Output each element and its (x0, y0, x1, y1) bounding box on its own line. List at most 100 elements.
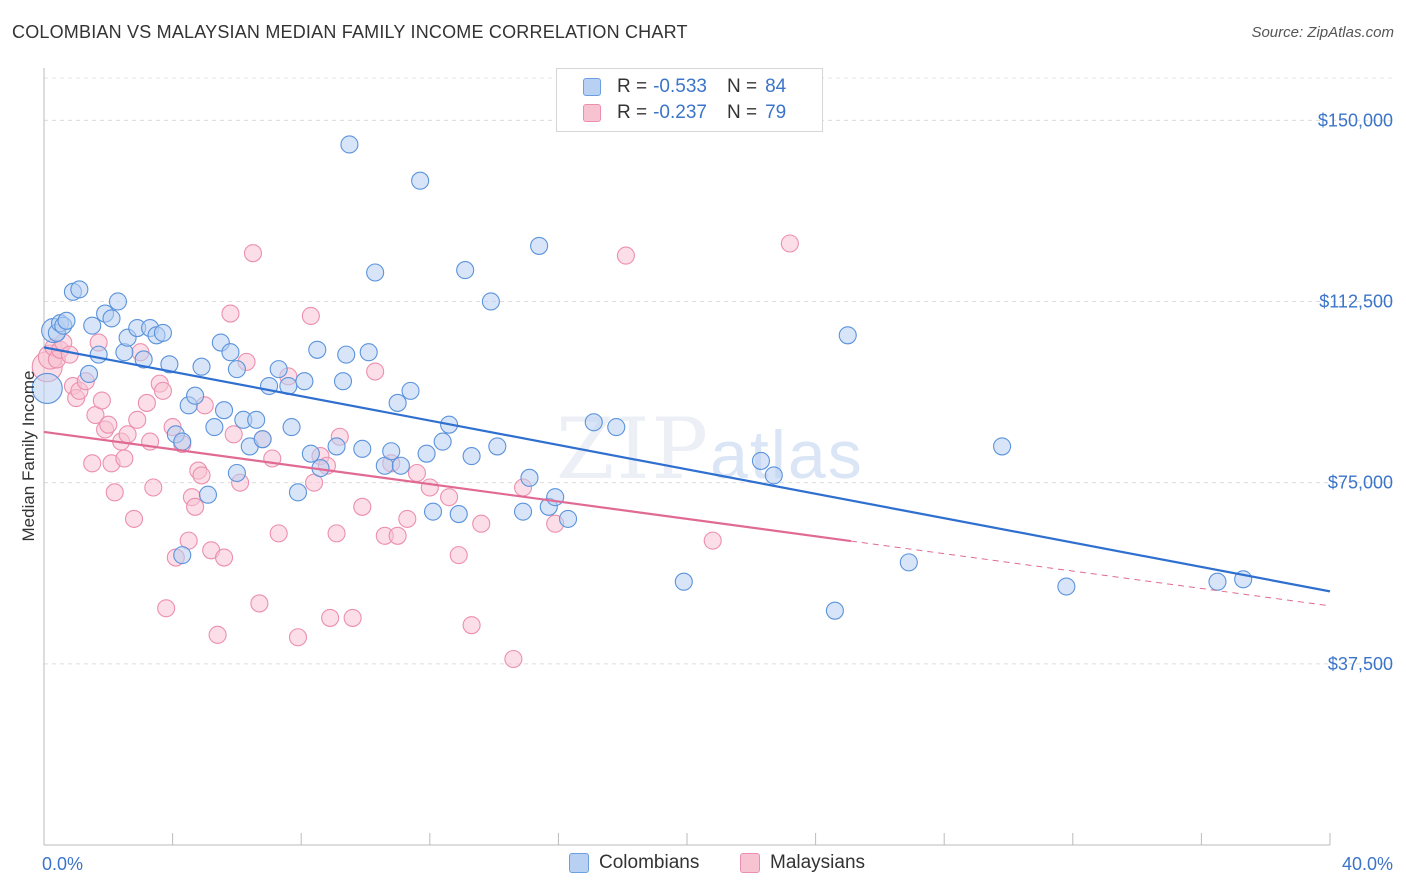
data-point (83, 454, 102, 473)
data-point (70, 280, 89, 299)
data-point (173, 432, 192, 451)
data-point (221, 304, 240, 323)
data-point (407, 463, 426, 483)
legend-item-colombians: Colombians (569, 852, 699, 874)
data-point (366, 362, 385, 381)
data-point (83, 316, 102, 335)
data-point (546, 488, 565, 507)
data-point (288, 483, 308, 502)
data-point (382, 442, 401, 461)
data-point (504, 649, 523, 669)
y-tick-label: $112,500 (1319, 291, 1393, 311)
y-tick-label: $150,000 (1318, 110, 1393, 130)
data-point (118, 425, 137, 444)
data-point (327, 437, 346, 456)
legend-n-label: N = (726, 76, 758, 97)
x-tick-label: 0.0% (42, 854, 83, 874)
data-point (1057, 577, 1076, 596)
data-point (462, 616, 481, 635)
data-point (247, 410, 266, 429)
data-point (250, 594, 269, 613)
legend-swatch-colombians (583, 78, 601, 96)
data-point (105, 483, 124, 502)
watermark-atlas: atlas (710, 417, 864, 493)
data-point (173, 546, 192, 565)
data-point (520, 468, 539, 487)
legend-r-label: R = (617, 76, 648, 97)
legend-label-colombians: Colombians (599, 852, 700, 873)
data-point (462, 447, 481, 466)
data-point (295, 372, 314, 391)
data-point (423, 502, 443, 521)
x-tick-label: 40.0% (1342, 854, 1393, 874)
data-point (79, 364, 99, 384)
trend-line-malaysians (43, 430, 852, 543)
data-point (301, 306, 320, 326)
legend-row-colombians: R = -0.533 N = 84 (583, 75, 786, 99)
data-point (343, 608, 362, 627)
data-point (153, 323, 173, 342)
data-point (128, 410, 147, 429)
data-point (102, 309, 121, 328)
legend-r-value: -0.237 (653, 102, 707, 123)
tick-labels: $37,500 $75,000 $112,500 $150,000 0.0% 40.0% (42, 110, 1393, 874)
data-point (899, 553, 918, 572)
data-point (456, 261, 475, 280)
y-axis-label: Median Family Income (19, 370, 38, 541)
data-point (417, 444, 436, 463)
legend-swatch-malaysians (583, 104, 601, 122)
data-point (825, 601, 844, 620)
data-point (607, 418, 626, 437)
data-point (137, 393, 156, 412)
series-malaysians (31, 234, 799, 669)
data-point (157, 599, 176, 618)
data-point (192, 357, 211, 376)
data-point (391, 456, 410, 475)
data-point (703, 531, 722, 550)
data-point (160, 355, 179, 374)
y-tick-label: $37,500 (1328, 654, 1393, 674)
legend-r-value: -0.533 (653, 76, 707, 97)
data-point (186, 386, 205, 405)
data-point (243, 244, 263, 263)
data-point (227, 360, 246, 379)
data-point (751, 451, 770, 470)
data-point (353, 439, 372, 458)
data-point (186, 497, 205, 516)
data-point (92, 391, 111, 410)
trend-line-colombians (43, 346, 1331, 593)
data-point (558, 509, 578, 528)
data-point (31, 372, 63, 404)
data-point (60, 345, 79, 364)
data-point (353, 497, 372, 516)
data-point (208, 625, 227, 644)
data-point (227, 463, 246, 483)
data-point (449, 505, 468, 524)
data-point (108, 292, 127, 311)
data-point (530, 236, 549, 255)
data-point (224, 425, 243, 444)
data-point (838, 326, 857, 345)
legend-n-value: 79 (765, 102, 787, 123)
data-point (513, 502, 533, 521)
data-point (401, 381, 420, 400)
data-point (134, 350, 153, 369)
correlation-legend: R = -0.533 N = 84 R = -0.237 N = 79 (556, 68, 823, 132)
data-point (57, 311, 76, 330)
data-point (327, 524, 346, 543)
data-point (366, 263, 385, 282)
data-point (340, 135, 359, 154)
data-point (198, 485, 218, 504)
data-point (764, 466, 783, 485)
source-label: Source: ZipAtlas.com (1251, 24, 1394, 41)
chart-title: COLOMBIAN VS MALAYSIAN MEDIAN FAMILY INC… (12, 22, 688, 42)
legend-item-malaysians: Malaysians (740, 852, 865, 874)
data-point (333, 372, 353, 391)
y-tick-label: $75,000 (1328, 473, 1393, 493)
legend-swatch-colombians (569, 853, 589, 873)
data-point (449, 546, 468, 565)
data-point (89, 345, 108, 364)
data-point (359, 343, 378, 362)
data-point (99, 415, 118, 434)
